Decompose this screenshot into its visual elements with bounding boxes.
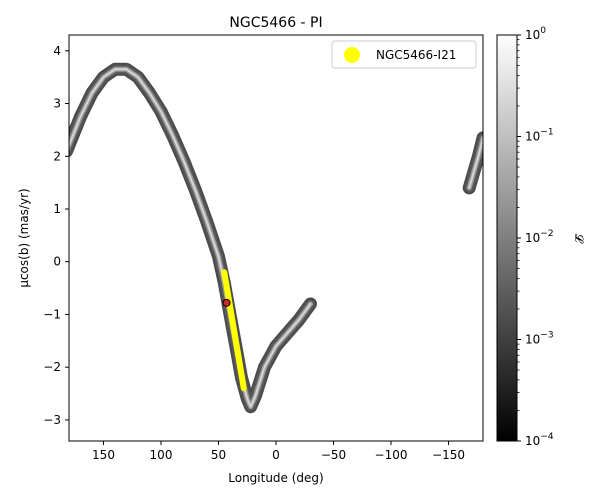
x-tick-label: 50 <box>211 448 226 462</box>
legend-entry-ngc5466-i21: NGC5466-I21 <box>376 48 456 62</box>
chart-title: NGC5466 - PI <box>229 15 322 31</box>
series-line-ngc5466-i21 <box>221 269 247 392</box>
density-band <box>69 62 483 414</box>
x-tick-label: −50 <box>321 448 346 462</box>
colorbar-label: 𝓛 <box>572 234 586 244</box>
legend-swatch-ngc5466-i21 <box>344 47 360 63</box>
colorbar-gradient <box>496 34 518 442</box>
x-tick-label: 100 <box>150 448 173 462</box>
y-axis-label: μcos(b) (mas/yr) <box>17 188 31 287</box>
colorbar-tick-label: 100 <box>525 26 546 42</box>
density-ridge-main <box>69 68 312 408</box>
legend: NGC5466-I21 <box>331 40 477 69</box>
legend-box <box>331 40 477 69</box>
y-tick-label: −1 <box>43 307 61 321</box>
x-tick-label: 150 <box>92 448 115 462</box>
plot-area <box>68 34 484 442</box>
x-axis-label: Longitude (deg) <box>228 471 323 485</box>
y-tick-label: −3 <box>43 413 61 427</box>
y-tick-label: 2 <box>53 149 61 163</box>
progenitor-point <box>222 298 231 307</box>
x-tick-label: −150 <box>432 448 465 462</box>
series-layer <box>221 269 247 392</box>
colorbar-tick-label: 10−3 <box>525 331 554 347</box>
colorbar-tick-label: 10−2 <box>525 229 554 245</box>
x-axis: 150 100 50 0 −50 −100 −150 <box>92 441 465 462</box>
colorbar: 100 10−1 10−2 10−3 10−4 𝓛 <box>496 26 586 448</box>
plot-background <box>69 35 483 441</box>
density-ridge-far <box>468 136 483 189</box>
y-tick-label: 0 <box>53 255 61 269</box>
colorbar-tick-label: 10−1 <box>525 128 554 144</box>
x-tick-label: 0 <box>272 448 280 462</box>
y-tick-label: 4 <box>53 44 61 58</box>
colorbar-ticks: 100 10−1 10−2 10−3 10−4 <box>517 26 554 448</box>
y-tick-label: 1 <box>53 202 61 216</box>
y-tick-label: 3 <box>53 97 61 111</box>
colorbar-tick-label: 10−4 <box>525 432 554 448</box>
y-axis: 4 3 2 1 0 −1 −2 −3 <box>43 44 69 427</box>
y-tick-label: −2 <box>43 360 61 374</box>
x-tick-label: −100 <box>375 448 408 462</box>
